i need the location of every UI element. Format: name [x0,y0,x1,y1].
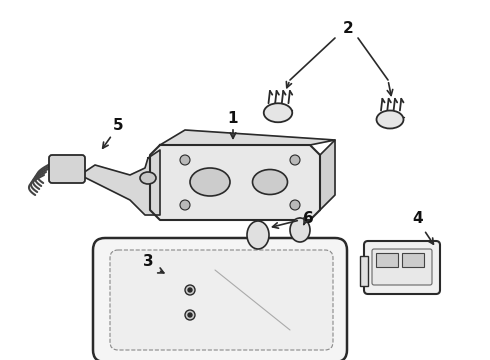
FancyBboxPatch shape [93,238,347,360]
Circle shape [180,155,190,165]
Circle shape [188,313,192,317]
Circle shape [180,200,190,210]
Ellipse shape [247,221,269,249]
FancyBboxPatch shape [372,249,432,285]
Ellipse shape [252,170,288,194]
Ellipse shape [190,168,230,196]
FancyBboxPatch shape [49,155,85,183]
Circle shape [185,310,195,320]
Ellipse shape [290,218,310,242]
Circle shape [185,285,195,295]
Text: 6: 6 [303,211,314,225]
Bar [360,256,368,286]
Polygon shape [320,140,335,210]
Text: 3: 3 [143,255,153,270]
Circle shape [188,288,192,292]
Circle shape [290,200,300,210]
FancyBboxPatch shape [364,241,440,294]
Ellipse shape [376,111,403,129]
Text: 5: 5 [113,117,123,132]
Text: 1: 1 [228,111,238,126]
Polygon shape [80,150,160,215]
Text: 4: 4 [413,211,423,225]
Ellipse shape [140,172,156,184]
Ellipse shape [264,103,292,122]
Polygon shape [150,145,320,220]
Circle shape [290,155,300,165]
FancyBboxPatch shape [110,250,333,350]
Text: 2: 2 [343,21,353,36]
Polygon shape [160,130,335,145]
Bar [402,253,424,267]
Bar [376,253,398,267]
